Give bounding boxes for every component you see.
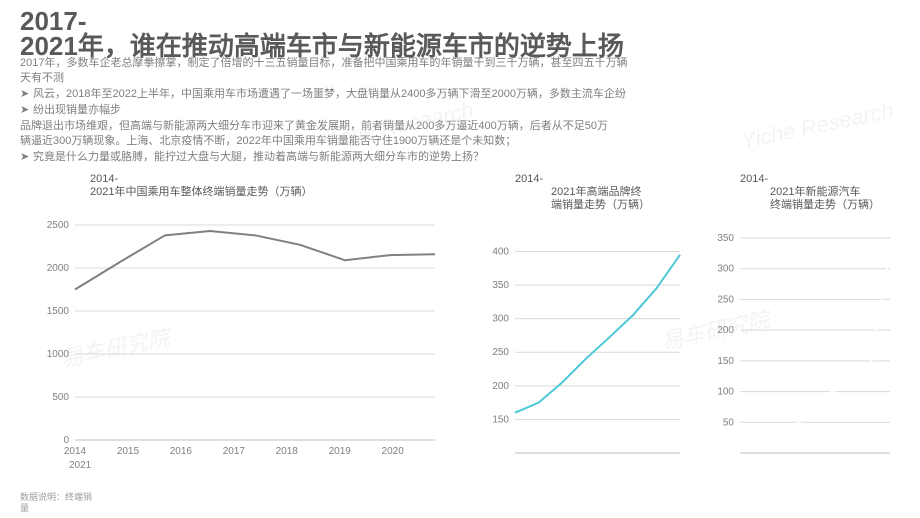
svg-text:2018: 2018 [276, 446, 299, 457]
chart1-title-1: 2014- [90, 173, 118, 185]
chart-premium: 2014- 2021年高端品牌终 端销量走势（万辆） 150 200 250 300 3… [475, 173, 695, 488]
svg-text:2021: 2021 [69, 460, 92, 471]
chart-nev: 2014- 2021年新能源汽车 终端销量走势（万辆） 50 100 150 200 2… [700, 173, 900, 488]
svg-text:500: 500 [52, 392, 69, 403]
body-line: 天有不测 [20, 72, 900, 86]
body-line: 品牌退出市场维艰，但高端与新能源两大细分车市迎来了黄金发展期，前者销量从200多… [20, 120, 900, 134]
body-line: 2017年，多数车企老总摩拳擦掌，制定了倍增的十三五销量目标，准备把中国乘用车的… [20, 57, 900, 71]
chart2-title-1: 2014- [515, 173, 543, 185]
svg-text:2014: 2014 [64, 446, 87, 457]
svg-text:2017: 2017 [223, 446, 246, 457]
page: 2017- 2021年，谁在推动高端车市与新能源车市的逆势上扬 2017年，多数… [0, 0, 920, 518]
svg-text:150: 150 [492, 415, 509, 426]
chart2-svg: 150 200 250 300 350 400 [475, 212, 695, 482]
chart3-title-1: 2014- [740, 173, 768, 185]
svg-text:350: 350 [717, 233, 734, 244]
svg-text:350: 350 [492, 280, 509, 291]
chart3-svg: 50 100 150 200 250 300 350 [700, 212, 900, 482]
chart-overall: 2014- 2021年中国乘用车整体终端销量走势（万辆） 0 500 1000 150… [20, 173, 470, 484]
svg-text:2016: 2016 [170, 446, 193, 457]
svg-text:250: 250 [492, 348, 509, 359]
chart2-title-3: 端销量走势（万辆） [551, 199, 650, 211]
chart3-title-2: 2021年新能源汽车 [770, 186, 860, 198]
svg-text:0: 0 [63, 435, 69, 446]
svg-text:2500: 2500 [47, 220, 70, 231]
chart1-title-2: 2021年中国乘用车整体终端销量走势（万辆） [90, 186, 312, 198]
svg-text:50: 50 [723, 418, 735, 429]
svg-text:2000: 2000 [47, 263, 70, 274]
chart3-title-3: 终端销量走势（万辆） [770, 199, 880, 211]
chart1-svg: 0 500 1000 1500 2000 2500 2014 2015 2016 2017 2018… [20, 199, 470, 479]
svg-text:2020: 2020 [382, 446, 405, 457]
svg-text:2015: 2015 [117, 446, 140, 457]
body-line: 辆逼近300万辆现象。上海、北京疫情不断，2022年中国乘用车销量能否守住190… [20, 135, 900, 149]
body-line: ➤ 究竟是什么力量或胳膊，能拧过大盘与大腿，推动着高端与新能源两大细分车市的逆势… [20, 151, 900, 165]
svg-text:1500: 1500 [47, 306, 70, 317]
svg-text:300: 300 [717, 264, 734, 275]
svg-text:150: 150 [717, 356, 734, 367]
svg-text:2019: 2019 [329, 446, 352, 457]
svg-text:300: 300 [492, 314, 509, 325]
svg-text:200: 200 [492, 381, 509, 392]
body-line: ➤ 纷出现销量亦幅步 [20, 104, 900, 118]
body-line: ➤ 风云，2018年至2022上半年，中国乘用车市场遭遇了一场噩梦，大盘销量从2… [20, 88, 900, 102]
paragraph-block: 2017年，多数车企老总摩拳擦掌，制定了倍增的十三五销量目标，准备把中国乘用车的… [20, 57, 900, 165]
svg-text:400: 400 [492, 247, 509, 258]
footer-note: 数据说明：终端销量 [20, 492, 92, 514]
chart2-title-2: 2021年高端品牌终 [551, 186, 641, 198]
svg-text:1000: 1000 [47, 349, 70, 360]
charts-row: 易车研究院 Yiche Research 易车研究院 Yiche Researc… [20, 173, 900, 473]
svg-text:100: 100 [717, 387, 734, 398]
svg-text:200: 200 [717, 326, 734, 337]
svg-text:250: 250 [717, 295, 734, 306]
